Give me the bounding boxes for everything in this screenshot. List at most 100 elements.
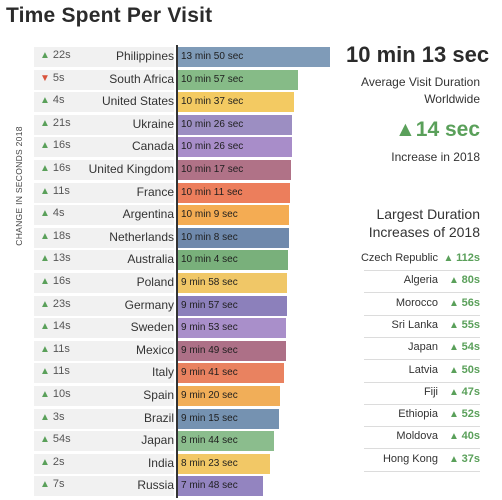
up-triangle-icon: ▲	[448, 342, 462, 354]
up-triangle-icon: ▲	[448, 386, 462, 398]
change-value: 16s	[52, 275, 71, 287]
largest-increase-value: ▲ 112s	[443, 252, 480, 264]
largest-increase-value: ▲ 47s	[449, 386, 480, 398]
bar-value-label: 8 min 23 sec	[181, 457, 238, 469]
largest-increases-heading: Largest Duration Increases of 2018	[340, 205, 480, 241]
bar-value-label: 10 min 26 sec	[181, 141, 244, 153]
bar: 10 min 8 sec	[177, 227, 290, 248]
up-triangle-icon: ▲	[448, 431, 462, 443]
largest-heading-line-2: Increases of 2018	[368, 224, 480, 240]
up-triangle-icon: ▲	[394, 118, 416, 141]
up-triangle-icon: ▲	[40, 389, 50, 400]
change-label: ▲ 23s	[40, 298, 71, 310]
bar: 8 min 44 sec	[177, 431, 274, 452]
bar: 9 min 15 sec	[177, 408, 280, 429]
bar-row: ▲ 16s Poland 9 min 58 sec	[34, 272, 334, 295]
bar-value-label: 9 min 41 sec	[181, 367, 238, 379]
change-value: 4s	[52, 207, 65, 220]
bar: 13 min 50 sec	[177, 47, 330, 67]
bar: 9 min 57 sec	[177, 295, 288, 316]
largest-increase-country: Moldova	[396, 430, 438, 443]
largest-increase-item: Sri Lanka ▲ 55s	[350, 316, 480, 338]
change-value: 2s	[52, 455, 65, 468]
row-divider	[364, 470, 480, 472]
largest-increase-item: Japan ▲ 54s	[350, 338, 480, 361]
change-value: 22s	[52, 49, 71, 61]
largest-increase-number: 80s	[461, 274, 480, 287]
bar: 9 min 53 sec	[177, 318, 287, 339]
row-stripe	[34, 453, 174, 474]
up-triangle-icon: ▲	[40, 434, 50, 446]
row-stripe	[34, 92, 174, 113]
largest-increase-country: Czech Republic	[360, 252, 438, 264]
bar: 8 min 23 sec	[177, 453, 270, 474]
row-stripe	[34, 386, 174, 406]
bar: 10 min 37 sec	[177, 92, 295, 113]
change-value: 18s	[52, 229, 71, 242]
bar-value-label: 9 min 20 sec	[181, 390, 238, 401]
largest-increase-country: Latvia	[408, 363, 438, 376]
bar-value-label: 13 min 50 sec	[181, 51, 244, 62]
largest-increase-value: ▲ 40s	[449, 430, 480, 442]
category-label: Ukraine	[132, 116, 174, 131]
category-label: Poland	[136, 275, 174, 289]
bar-row: ▲ 22s Philippines 13 min 50 sec	[34, 46, 334, 69]
row-stripe	[34, 227, 174, 248]
bar-value-label: 9 min 15 sec	[181, 412, 238, 424]
bar-row: ▲ 7s Russia 7 min 48 sec	[34, 475, 334, 498]
row-stripe	[34, 295, 174, 316]
row-stripe	[34, 69, 174, 90]
change-label: ▲ 3s	[40, 411, 65, 423]
up-triangle-icon: ▲	[40, 479, 50, 491]
largest-increase-country: Morocco	[395, 296, 438, 309]
row-stripe	[34, 431, 174, 452]
change-label: ▲ 22s	[40, 49, 71, 61]
change-label: ▲ 10s	[40, 388, 71, 400]
category-label: Brazil	[143, 410, 174, 425]
row-divider	[364, 270, 480, 271]
largest-increase-number: 52s	[461, 408, 480, 421]
row-divider	[364, 448, 480, 450]
bar: 9 min 41 sec	[177, 363, 285, 384]
up-triangle-icon: ▲	[40, 50, 50, 61]
row-stripe	[34, 250, 174, 271]
bar-value-label: 10 min 26 sec	[181, 118, 244, 130]
row-divider	[364, 403, 480, 405]
category-label: Netherlands	[109, 229, 174, 244]
largest-increase-number: 40s	[461, 430, 480, 443]
row-stripe	[34, 160, 174, 180]
category-label: France	[136, 184, 174, 199]
up-triangle-icon: ▲	[40, 276, 50, 287]
row-divider	[364, 336, 480, 338]
category-label: Argentina	[122, 207, 174, 222]
up-triangle-icon: ▲	[448, 409, 462, 421]
row-divider	[364, 381, 480, 383]
avg-duration-caption-2: Worldwide	[424, 92, 480, 106]
category-label: Philippines	[115, 49, 174, 63]
bar-row: ▲ 54s Japan 8 min 44 sec	[34, 430, 334, 453]
change-value: 21s	[52, 116, 71, 129]
bar-row: ▲ 21s Ukraine 10 min 26 sec	[34, 114, 334, 137]
largest-heading-line-1: Largest Duration	[376, 206, 480, 222]
category-label: Sweden	[130, 320, 174, 335]
bar-row: ▲ 10s Spain 9 min 20 sec	[34, 385, 334, 408]
change-label: ▲ 16s	[40, 275, 71, 287]
bar-row: ▲ 16s Canada 10 min 26 sec	[34, 136, 334, 159]
bar: 10 min 26 sec	[177, 137, 293, 158]
row-stripe	[34, 340, 174, 361]
change-label: ▲ 16s	[40, 162, 71, 174]
largest-increase-number: 55s	[461, 318, 480, 331]
largest-increase-item: Hong Kong ▲ 37s	[350, 450, 480, 472]
largest-increase-country: Japan	[408, 341, 438, 354]
largest-increase-value: ▲ 56s	[449, 297, 480, 309]
bar-row: ▲ 23s Germany 9 min 57 sec	[34, 295, 334, 318]
bar-value-label: 10 min 11 sec	[181, 186, 243, 198]
category-label: United States	[101, 94, 174, 109]
bar: 10 min 17 sec	[177, 160, 291, 180]
bar-row: ▲ 11s France 10 min 11 sec	[34, 182, 334, 205]
bar-value-label: 10 min 4 sec	[181, 254, 238, 266]
up-triangle-icon: ▲	[40, 185, 50, 197]
bar: 7 min 48 sec	[177, 476, 264, 497]
row-divider	[364, 426, 480, 428]
bar-row: ▲ 13s Australia 10 min 4 sec	[34, 249, 334, 272]
